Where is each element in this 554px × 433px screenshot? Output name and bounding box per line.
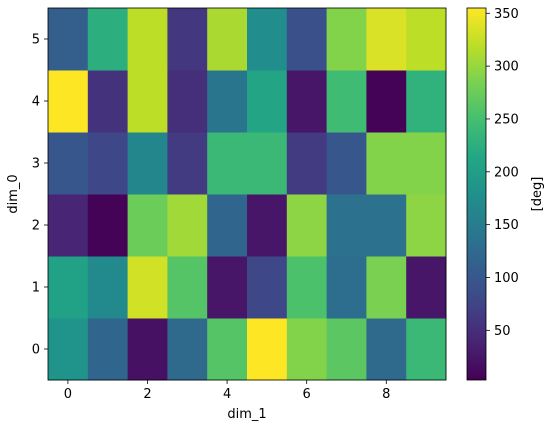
- heatmap-cell-r4-c6: [286, 70, 328, 133]
- heatmap-cell-r0-c7: [326, 318, 367, 381]
- heatmap-cell-r4-c8: [366, 70, 407, 133]
- heatmap-cell-r2-c0: [48, 194, 89, 257]
- y-axis-label: dim_0: [6, 174, 21, 213]
- heatmap-cell-r3-c8: [366, 132, 407, 195]
- heatmap-cell-r2-c9: [406, 194, 447, 257]
- colorbar-tick-label: 250: [494, 112, 519, 127]
- heatmap-cell-r1-c4: [207, 256, 248, 319]
- x-tick-label: 4: [223, 387, 231, 402]
- y-axis-ticks: 0 1 2 3 4 5: [32, 33, 48, 358]
- heatmap-cell-r2-c3: [167, 194, 208, 257]
- heatmap-cell-r4-c1: [87, 70, 129, 133]
- heatmap-cell-r0-c0: [48, 318, 89, 381]
- heatmap-cell-r2-c4: [207, 194, 248, 257]
- heatmap-cell-r0-c3: [167, 318, 208, 381]
- heatmap-cell-r4-c5: [247, 70, 288, 133]
- heatmap-cell-r5-c3: [167, 8, 208, 71]
- heatmap-cell-r5-c6: [286, 8, 328, 71]
- heatmap-cell-r3-c1: [87, 132, 129, 195]
- heatmap-cell-r1-c2: [127, 256, 168, 319]
- heatmap-cell-r0-c1: [87, 318, 129, 381]
- heatmap-cell-r1-c6: [286, 256, 328, 319]
- heatmap-cell-r3-c0: [48, 132, 89, 195]
- heatmap-cell-r1-c7: [326, 256, 367, 319]
- plot-frame: [47, 7, 447, 381]
- heatmap-cell-r5-c1: [87, 8, 129, 71]
- heatmap-cell-r3-c6: [286, 132, 328, 195]
- colorbar-tick-label: 100: [494, 271, 519, 286]
- heatmap-cell-r2-c8: [366, 194, 407, 257]
- heatmap-cell-r3-c5: [247, 132, 288, 195]
- heatmap-cell-r3-c3: [167, 132, 208, 195]
- y-tick-label: 0: [32, 343, 40, 358]
- x-tick-label: 0: [64, 387, 72, 402]
- colorbar-frame: [466, 7, 487, 381]
- y-tick-label: 2: [32, 219, 40, 234]
- heatmap-cell-r4-c3: [167, 70, 208, 133]
- heatmap-cell-r0-c2: [127, 318, 168, 381]
- colorbar-tick-label: 150: [494, 218, 519, 233]
- heatmap-cell-r5-c2: [127, 8, 168, 71]
- heatmap-cell-r2-c6: [286, 194, 328, 257]
- heatmap-cell-r1-c1: [87, 256, 129, 319]
- colorbar-tick-label: 350: [494, 7, 519, 22]
- heatmap-cell-r3-c4: [207, 132, 248, 195]
- heatmap-cell-r5-c9: [406, 8, 447, 71]
- colorbar-tick-label: 200: [494, 165, 519, 180]
- heatmap-cell-r5-c4: [207, 8, 248, 71]
- x-axis-label: dim_1: [227, 407, 266, 422]
- heatmap-cell-r4-c4: [207, 70, 248, 133]
- colorbar: [467, 8, 486, 380]
- x-tick-label: 2: [143, 387, 151, 402]
- heatmap-cell-r2-c1: [87, 194, 129, 257]
- heatmap-cell-r5-c0: [48, 8, 89, 71]
- heatmap-cell-r0-c9: [406, 318, 447, 381]
- heatmap-cell-r0-c8: [366, 318, 407, 381]
- heatmap-cell-r3-c7: [326, 132, 367, 195]
- heatmap-cell-r1-c3: [167, 256, 208, 319]
- y-tick-label: 3: [32, 157, 40, 172]
- colorbar-ticks: 50 100 150 200 250 300 350: [486, 7, 519, 339]
- x-axis-ticks: 0 2 4 6 8: [64, 380, 390, 402]
- heatmap-cell-r1-c5: [247, 256, 288, 319]
- heatmap-cell-r5-c7: [326, 8, 367, 71]
- heatmap-cell-r2-c2: [127, 194, 168, 257]
- heatmap-cell-r4-c9: [406, 70, 447, 133]
- y-tick-label: 4: [32, 95, 40, 110]
- heatmap-cell-r1-c8: [366, 256, 407, 319]
- y-tick-label: 1: [32, 281, 40, 296]
- heatmap-cell-r4-c0: [48, 70, 89, 133]
- heatmap-cell-r1-c0: [48, 256, 89, 319]
- heatmap-cell-r2-c7: [326, 194, 367, 257]
- heatmap-cell-r0-c6: [286, 318, 328, 381]
- heatmap-cell-r3-c9: [406, 132, 447, 195]
- heatmap-cell-r0-c4: [207, 318, 248, 381]
- heatmap-cell-r4-c2: [127, 70, 168, 133]
- heatmap-cell-r1-c9: [406, 256, 447, 319]
- x-tick-label: 8: [382, 387, 390, 402]
- heatmap-cell-r3-c2: [127, 132, 168, 195]
- heatmap-cell-r0-c5: [247, 318, 288, 381]
- x-tick-label: 6: [303, 387, 311, 402]
- colorbar-label: [deg]: [530, 177, 545, 212]
- colorbar-tick-label: 300: [494, 60, 519, 75]
- heatmap-cells: [48, 8, 447, 381]
- heatmap-cell-r5-c5: [247, 8, 288, 71]
- heatmap-cell-r4-c7: [326, 70, 367, 133]
- y-tick-label: 5: [32, 33, 40, 48]
- heatmap-cell-r5-c8: [366, 8, 407, 71]
- colorbar-tick-label: 50: [494, 324, 511, 339]
- heatmap-cell-r2-c5: [247, 194, 288, 257]
